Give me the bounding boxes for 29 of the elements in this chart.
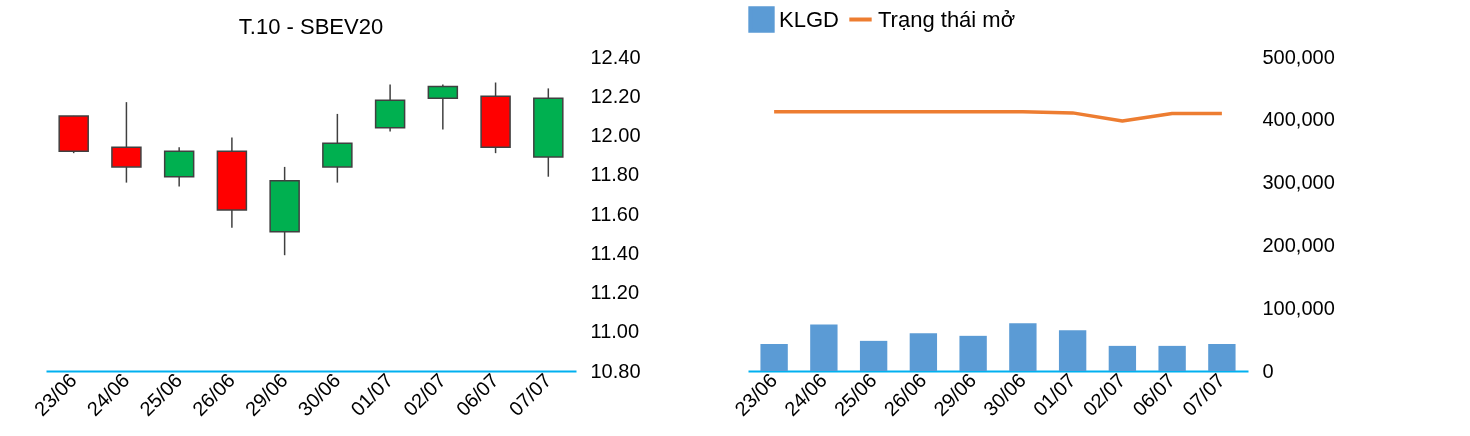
bar — [810, 324, 838, 371]
y-tick-label: 12.00 — [590, 124, 641, 146]
bar — [760, 344, 788, 371]
y-tick-label: 400,000 — [1262, 108, 1335, 131]
y-tick-label: 500,000 — [1262, 45, 1335, 68]
y-tick-label: 11.80 — [590, 163, 640, 186]
bar — [1108, 345, 1137, 371]
chart-title: T.10 - SBEV20 — [238, 14, 384, 39]
y-tick-label: 12.40 — [590, 45, 641, 68]
y-tick-label: 11.20 — [590, 281, 640, 303]
bar — [1058, 330, 1087, 371]
bar — [959, 335, 987, 371]
y-tick-label: 300,000 — [1262, 171, 1335, 194]
y-tick-label: 200,000 — [1262, 233, 1335, 256]
y-tick-label: 11.40 — [590, 241, 640, 264]
bar — [909, 333, 938, 371]
y-tick-label: 100,000 — [1262, 296, 1335, 319]
legend-label: Trạng thái mở — [878, 6, 1016, 32]
y-tick-label: 0 — [1262, 359, 1274, 382]
bar — [1009, 323, 1037, 371]
y-tick-label: 11.60 — [590, 202, 640, 225]
bar — [1158, 345, 1186, 371]
line-series — [772, 109, 1224, 123]
y-tick-label: 12.20 — [590, 84, 641, 107]
y-tick-label: 10.80 — [590, 359, 641, 382]
bar — [859, 340, 888, 371]
y-tick-label: 11.00 — [590, 320, 640, 343]
legend-label: KLGD — [779, 6, 839, 32]
bar — [1208, 344, 1236, 371]
